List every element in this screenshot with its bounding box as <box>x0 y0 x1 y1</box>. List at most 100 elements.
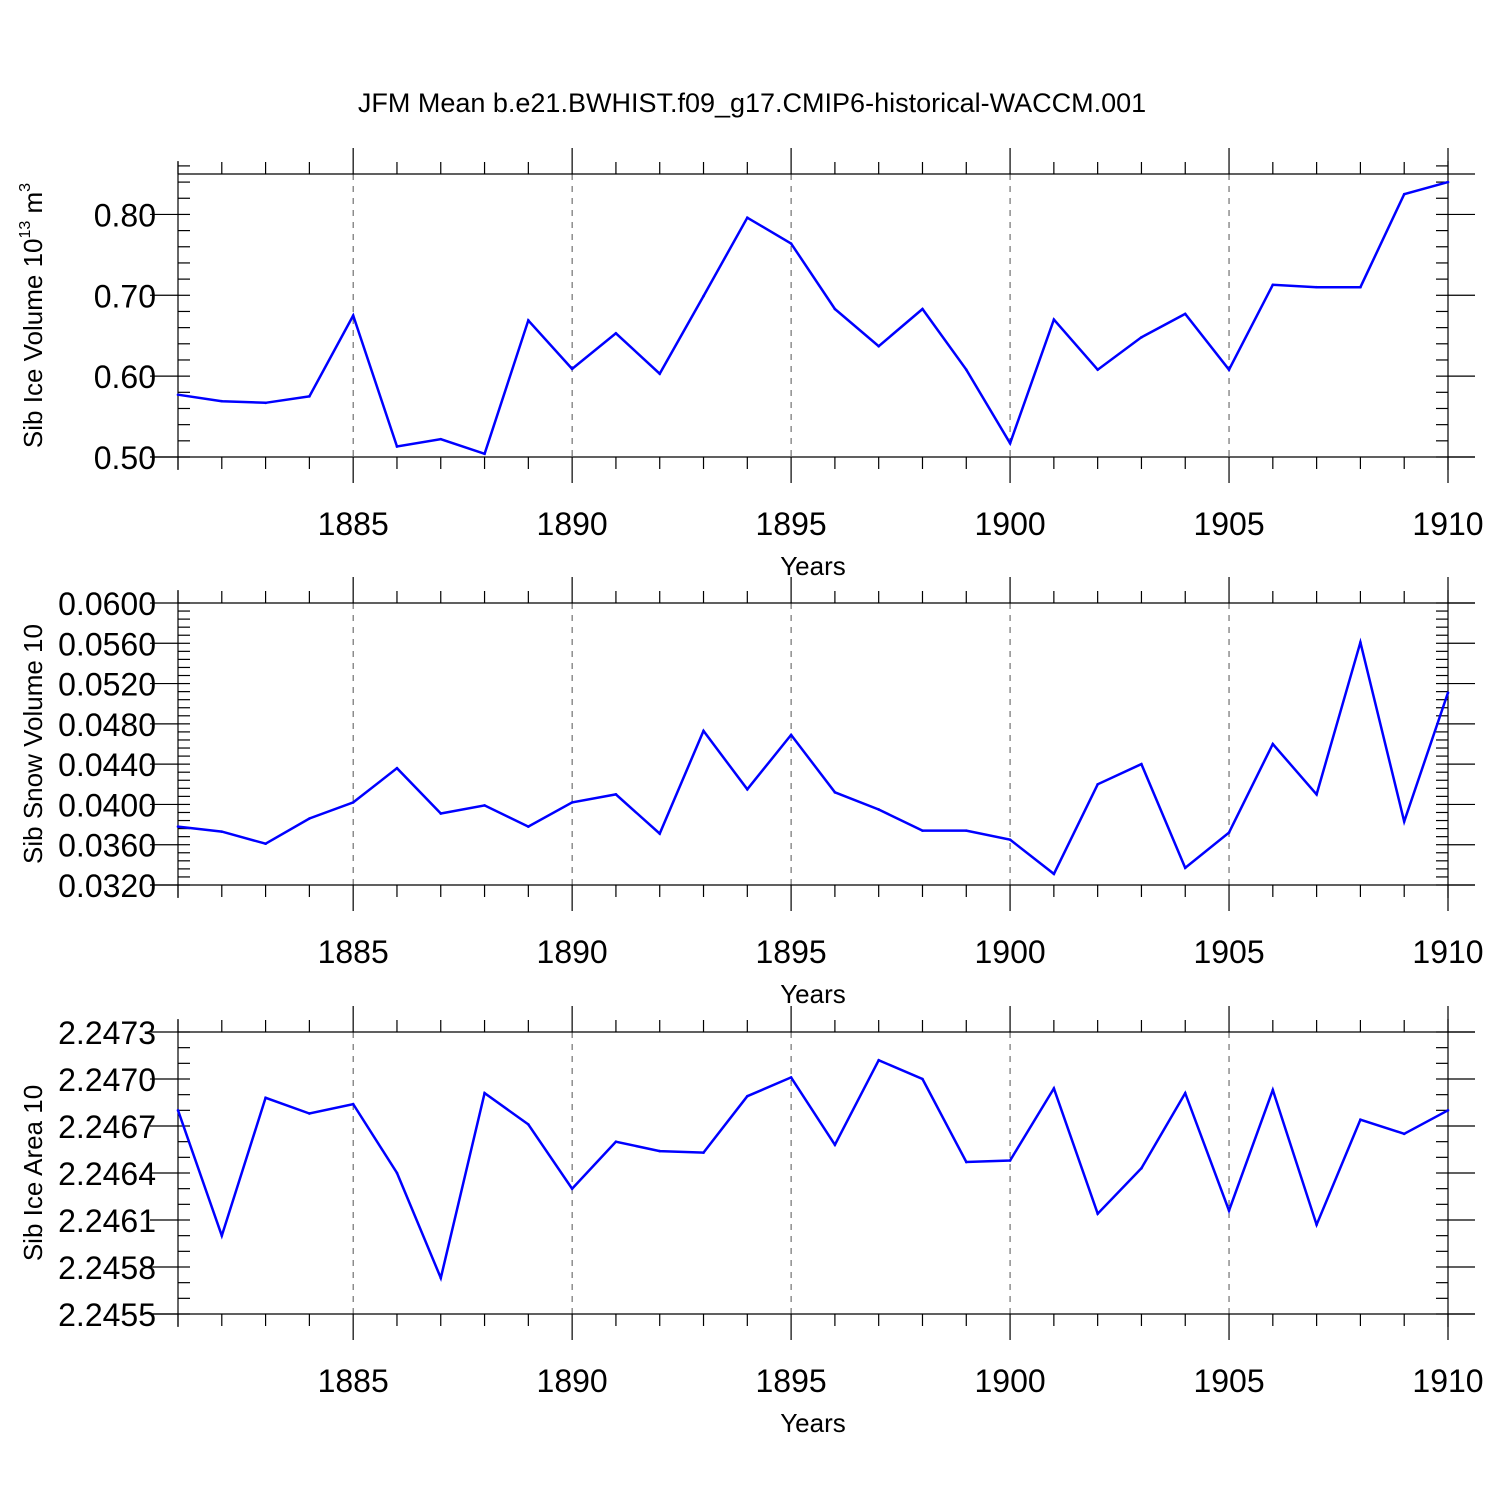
data-point-1884 <box>308 817 311 820</box>
y-axis-title: Sib Ice Area 10 <box>18 1085 48 1261</box>
y-tick-label-2.2470: 2.2470 <box>58 1062 156 1098</box>
x-tick-label-1890: 1890 <box>537 506 608 542</box>
y-tick-label-2.2473: 2.2473 <box>58 1015 156 1051</box>
data-point-1891 <box>614 331 618 335</box>
data-point-1904 <box>1183 312 1187 316</box>
data-point-1883 <box>264 1096 267 1100</box>
data-point-1881 <box>176 393 180 397</box>
y-tick-label-0.0320: 0.0320 <box>58 868 156 904</box>
series-line <box>177 180 1449 456</box>
data-point-1884 <box>308 1112 311 1115</box>
data-point-1885 <box>351 1102 355 1106</box>
data-point-1882 <box>220 399 224 403</box>
data-point-1900 <box>1008 1159 1012 1162</box>
y-axis-title: Sib Snow Volume 10 <box>18 624 48 864</box>
data-point-1894 <box>746 1094 749 1098</box>
y-tick-label-0.80: 0.80 <box>94 197 156 233</box>
y-tick-label-0.0360: 0.0360 <box>58 828 156 864</box>
data-point-1897 <box>877 344 880 348</box>
snow-volume-panel: 1885 1890 1895 1900 1905 1910 Years 0.0320 0.036… <box>18 577 1484 1009</box>
data-point-1909 <box>1402 1132 1406 1136</box>
data-point-1902 <box>1096 1212 1099 1216</box>
data-point-1892 <box>658 832 662 835</box>
y-tick-label-0.0440: 0.0440 <box>58 747 156 783</box>
x-tick-label-1890: 1890 <box>537 1363 608 1399</box>
data-point-1881 <box>176 1109 180 1112</box>
data-point-1889 <box>527 319 530 322</box>
data-point-1910 <box>1446 180 1450 184</box>
data-point-1909 <box>1402 192 1406 196</box>
y-tick-label-2.2458: 2.2458 <box>58 1250 156 1286</box>
y-tick-label-0.0600: 0.0600 <box>58 586 156 622</box>
data-point-1903 <box>1140 1167 1143 1170</box>
y-tick-label-0.0560: 0.0560 <box>58 626 156 662</box>
data-point-1902 <box>1096 368 1099 371</box>
series-line <box>176 1058 1449 1283</box>
data-point-1893 <box>702 729 705 733</box>
data-point-1910 <box>1446 691 1450 694</box>
data-point-1899 <box>964 829 968 832</box>
x-tick-label-1895: 1895 <box>756 934 827 970</box>
x-tick-label-1885: 1885 <box>318 1363 389 1399</box>
x-axis-title: Years <box>780 979 846 1009</box>
ice-volume-panel: 1885 1890 1895 1900 1905 1910 Years 0.50 0.60 0.7… <box>17 148 1484 581</box>
y-tick-label-0.50: 0.50 <box>94 440 156 476</box>
data-point-1897 <box>877 1058 880 1062</box>
y-axis-title: Sib Ice Volume 1013 m3 <box>17 183 48 448</box>
x-tick-label-1910: 1910 <box>1412 934 1483 970</box>
data-point-1899 <box>964 1160 968 1164</box>
data-point-1899 <box>964 368 968 371</box>
x-axis-title: Years <box>780 551 846 581</box>
data-point-1905 <box>1227 1209 1231 1212</box>
data-point-1888 <box>483 804 486 807</box>
x-tick-label-1905: 1905 <box>1193 506 1264 542</box>
data-point-1896 <box>833 1143 837 1147</box>
x-tick-label-1910: 1910 <box>1412 506 1483 542</box>
data-point-1901 <box>1052 872 1056 876</box>
data-point-1894 <box>746 788 749 791</box>
data-point-1885 <box>351 314 355 317</box>
y-tick-label-0.60: 0.60 <box>94 359 156 395</box>
data-point-1887 <box>439 437 443 441</box>
data-point-1908 <box>1359 285 1362 289</box>
y-tick-label-2.2467: 2.2467 <box>58 1109 156 1145</box>
data-point-1890 <box>570 1187 574 1190</box>
x-tick-label-1885: 1885 <box>318 934 389 970</box>
y-tick-label-2.2455: 2.2455 <box>58 1297 156 1333</box>
data-point-1893 <box>702 294 705 298</box>
data-point-1905 <box>1227 368 1231 371</box>
data-point-1886 <box>395 1171 399 1175</box>
x-tick-label-1895: 1895 <box>756 1363 827 1399</box>
y-tick-label-0.0480: 0.0480 <box>58 707 156 743</box>
data-point-1910 <box>1446 1109 1450 1112</box>
data-point-1903 <box>1140 762 1143 766</box>
series-line <box>177 637 1450 876</box>
data-point-1897 <box>877 808 880 811</box>
data-point-1909 <box>1402 820 1406 823</box>
y-tick-label-0.0520: 0.0520 <box>58 667 156 703</box>
x-tick-label-1885: 1885 <box>318 506 389 542</box>
data-point-1898 <box>921 307 924 311</box>
data-point-1900 <box>1008 441 1012 445</box>
data-point-1907 <box>1315 793 1318 796</box>
data-point-1895 <box>789 1076 793 1079</box>
data-point-1895 <box>789 733 793 737</box>
data-point-1901 <box>1052 1087 1056 1090</box>
data-point-1889 <box>527 1123 530 1126</box>
data-point-1887 <box>439 812 443 815</box>
data-point-1892 <box>658 1149 662 1153</box>
x-tick-label-1895: 1895 <box>756 506 827 542</box>
data-point-1904 <box>1183 866 1187 870</box>
data-point-1892 <box>658 372 662 376</box>
data-point-1907 <box>1315 1223 1318 1226</box>
data-point-1883 <box>264 842 267 846</box>
x-tick-label-1900: 1900 <box>974 934 1045 970</box>
data-point-1900 <box>1008 838 1012 841</box>
data-point-1894 <box>746 216 749 219</box>
x-tick-label-1910: 1910 <box>1412 1363 1483 1399</box>
data-point-1891 <box>614 793 618 796</box>
data-point-1893 <box>702 1151 705 1154</box>
x-tick-label-1890: 1890 <box>537 934 608 970</box>
data-point-1904 <box>1183 1091 1187 1095</box>
